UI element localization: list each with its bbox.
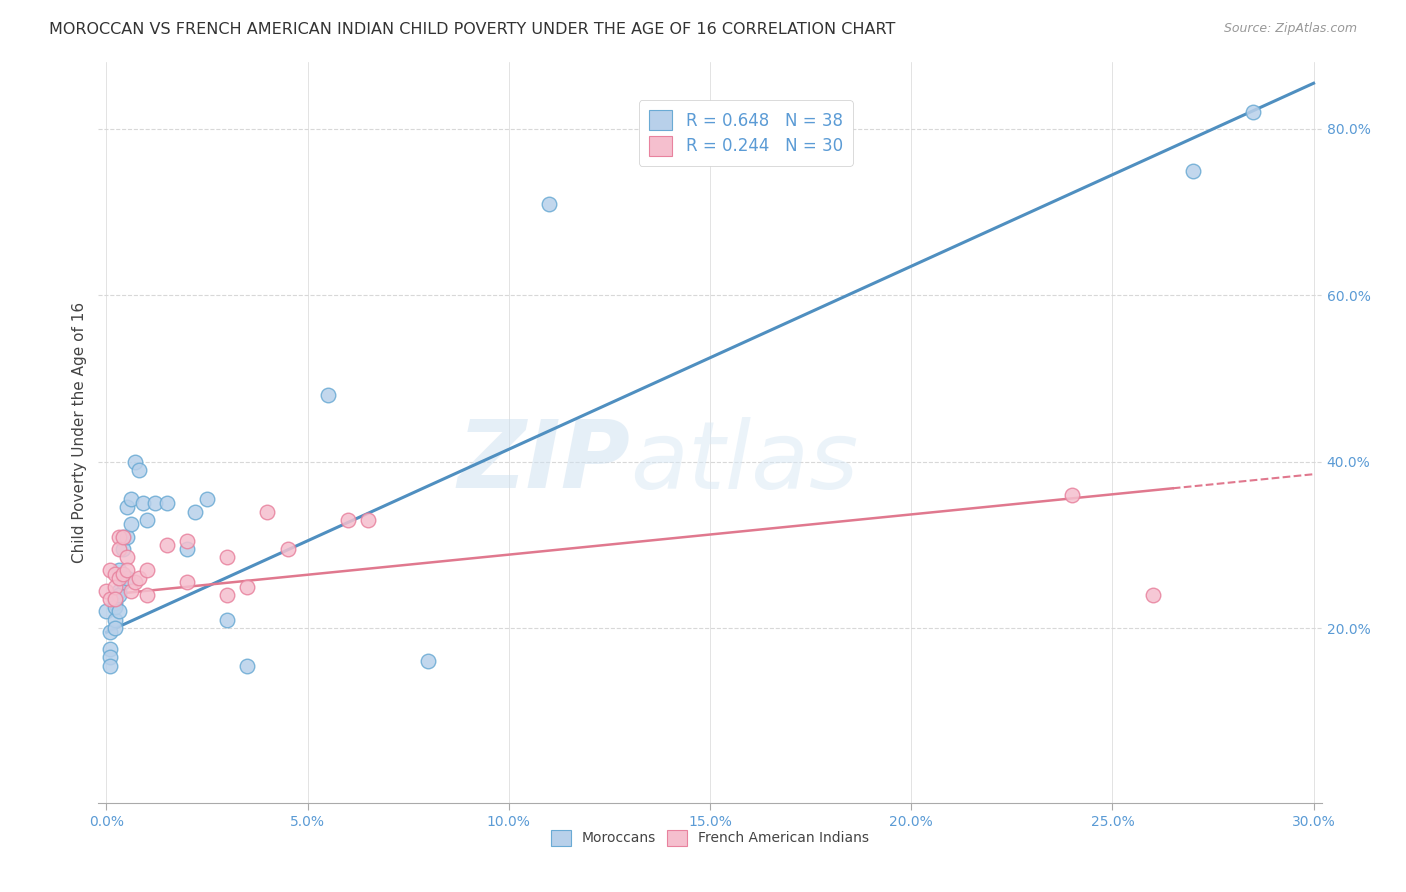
Point: [103, 567, 125, 582]
Point: [100, 563, 122, 577]
Point: [143, 496, 166, 510]
Point: [124, 575, 146, 590]
Point: [111, 567, 134, 582]
Point: [103, 613, 125, 627]
Text: MOROCCAN VS FRENCH AMERICAN INDIAN CHILD POVERTY UNDER THE AGE OF 16 CORRELATION: MOROCCAN VS FRENCH AMERICAN INDIAN CHILD…: [49, 22, 896, 37]
Point: [111, 530, 134, 544]
Text: Source: ZipAtlas.com: Source: ZipAtlas.com: [1223, 22, 1357, 36]
Point: [135, 563, 157, 577]
Point: [120, 492, 142, 507]
Point: [100, 658, 122, 673]
Legend: Moroccans, French American Indians: Moroccans, French American Indians: [546, 824, 875, 851]
Point: [135, 588, 157, 602]
Point: [124, 455, 146, 469]
Point: [107, 530, 129, 544]
Point: [236, 580, 259, 594]
Point: [176, 533, 198, 548]
Point: [107, 542, 129, 557]
Point: [100, 650, 122, 665]
Point: [115, 550, 138, 565]
Point: [357, 513, 380, 527]
Point: [120, 583, 142, 598]
Point: [103, 580, 125, 594]
Point: [1142, 588, 1164, 602]
Point: [107, 563, 129, 577]
Point: [1181, 163, 1204, 178]
Point: [103, 596, 125, 610]
Point: [115, 563, 138, 577]
Point: [316, 388, 339, 402]
Point: [115, 571, 138, 585]
Point: [217, 613, 239, 627]
Point: [103, 592, 125, 607]
Point: [135, 513, 157, 527]
Point: [120, 517, 142, 532]
Text: ZIP: ZIP: [457, 417, 630, 508]
Point: [103, 592, 125, 607]
Point: [100, 592, 122, 607]
Point: [256, 505, 278, 519]
Point: [336, 513, 359, 527]
Point: [100, 641, 122, 656]
Point: [156, 538, 179, 552]
Point: [195, 492, 218, 507]
Point: [115, 500, 138, 515]
Point: [217, 550, 239, 565]
Point: [176, 542, 198, 557]
Point: [111, 575, 134, 590]
Point: [418, 654, 440, 668]
Point: [184, 505, 207, 519]
Point: [107, 571, 129, 585]
Point: [236, 658, 259, 673]
Point: [96, 605, 118, 619]
Text: atlas: atlas: [630, 417, 859, 508]
Point: [128, 463, 150, 477]
Point: [107, 583, 129, 598]
Point: [111, 542, 134, 557]
Point: [103, 621, 125, 635]
Point: [217, 588, 239, 602]
Point: [107, 588, 129, 602]
Point: [1241, 105, 1264, 120]
Point: [115, 530, 138, 544]
Point: [128, 571, 150, 585]
Point: [277, 542, 299, 557]
Point: [1062, 488, 1084, 502]
Point: [96, 583, 118, 598]
Point: [131, 496, 153, 510]
Point: [156, 496, 179, 510]
Point: [103, 600, 125, 615]
Y-axis label: Child Poverty Under the Age of 16: Child Poverty Under the Age of 16: [72, 302, 87, 563]
Point: [100, 625, 122, 640]
Point: [176, 575, 198, 590]
Point: [107, 605, 129, 619]
Point: [111, 530, 134, 544]
Point: [538, 197, 561, 211]
